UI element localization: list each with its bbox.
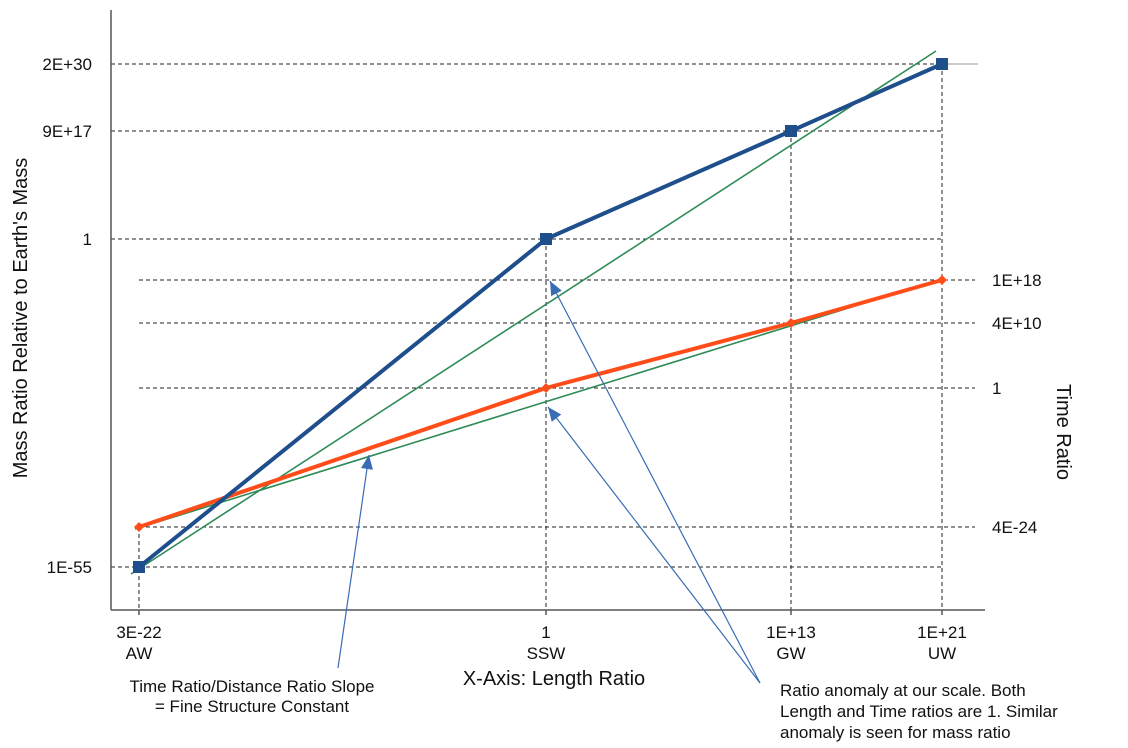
trendlines [130,50,943,575]
annotation-text: Ratio anomaly at our scale. Both [780,681,1026,700]
x-category-label: GW [776,644,805,663]
time-data-point [786,318,796,328]
y-tick-label: 9E+17 [42,122,92,141]
reference-lines [111,63,978,615]
y-tick-label: 1 [83,230,92,249]
annotation-arrowhead [361,455,373,470]
annotation-text: Length and Time ratios are 1. Similar [780,702,1058,721]
y2-tick-label: 1 [992,379,1001,398]
y2-axis-title: Time Ratio [1052,384,1074,480]
time-trendline [134,278,943,530]
annotation-arrow-line [549,280,761,684]
annotation-arrows [337,280,761,684]
y2-tick-label: 4E-24 [992,518,1037,537]
y2-tick-label: 4E+10 [992,314,1042,333]
mass-data-point [540,233,552,245]
x-category-label: UW [928,644,956,663]
axes [110,10,985,611]
mass-data-point [785,125,797,137]
y-tick-label: 2E+30 [42,55,92,74]
x-category-label: SSW [527,644,566,663]
annotation-arrow-line [337,454,370,669]
y-tick-label: 1E-55 [47,558,92,577]
series-line [137,62,943,569]
mass-data-point [133,561,145,573]
mass-data-point [936,58,948,70]
mass-trendline [130,50,937,575]
x-tick-label: 3E-22 [116,623,161,642]
time-data-point [937,275,947,285]
annotation-text: = Fine Structure Constant [155,697,349,716]
x-tick-label: 1E+21 [917,623,967,642]
x-axis-title: X-Axis: Length Ratio [463,668,645,690]
x-tick-label: 1E+13 [766,623,816,642]
annotation-text: Time Ratio/Distance Ratio Slope [129,677,374,696]
time-data-point [134,522,144,532]
annotation-arrowhead [548,407,562,422]
series-line [138,278,943,529]
y2-tick-label: 1E+18 [992,271,1042,290]
y-axis-title: Mass Ratio Relative to Earth's Mass [10,158,32,479]
annotation-arrowhead [550,281,562,297]
x-category-label: AW [126,644,153,663]
series-group [133,58,948,573]
time-data-point [541,383,551,393]
x-tick-label: 1 [541,623,550,642]
annotation-arrow-line [547,406,761,684]
labels: Mass Ratio Relative to Earth's Mass Time… [10,55,1074,742]
annotation-text: anomaly is seen for mass ratio [780,723,1011,742]
